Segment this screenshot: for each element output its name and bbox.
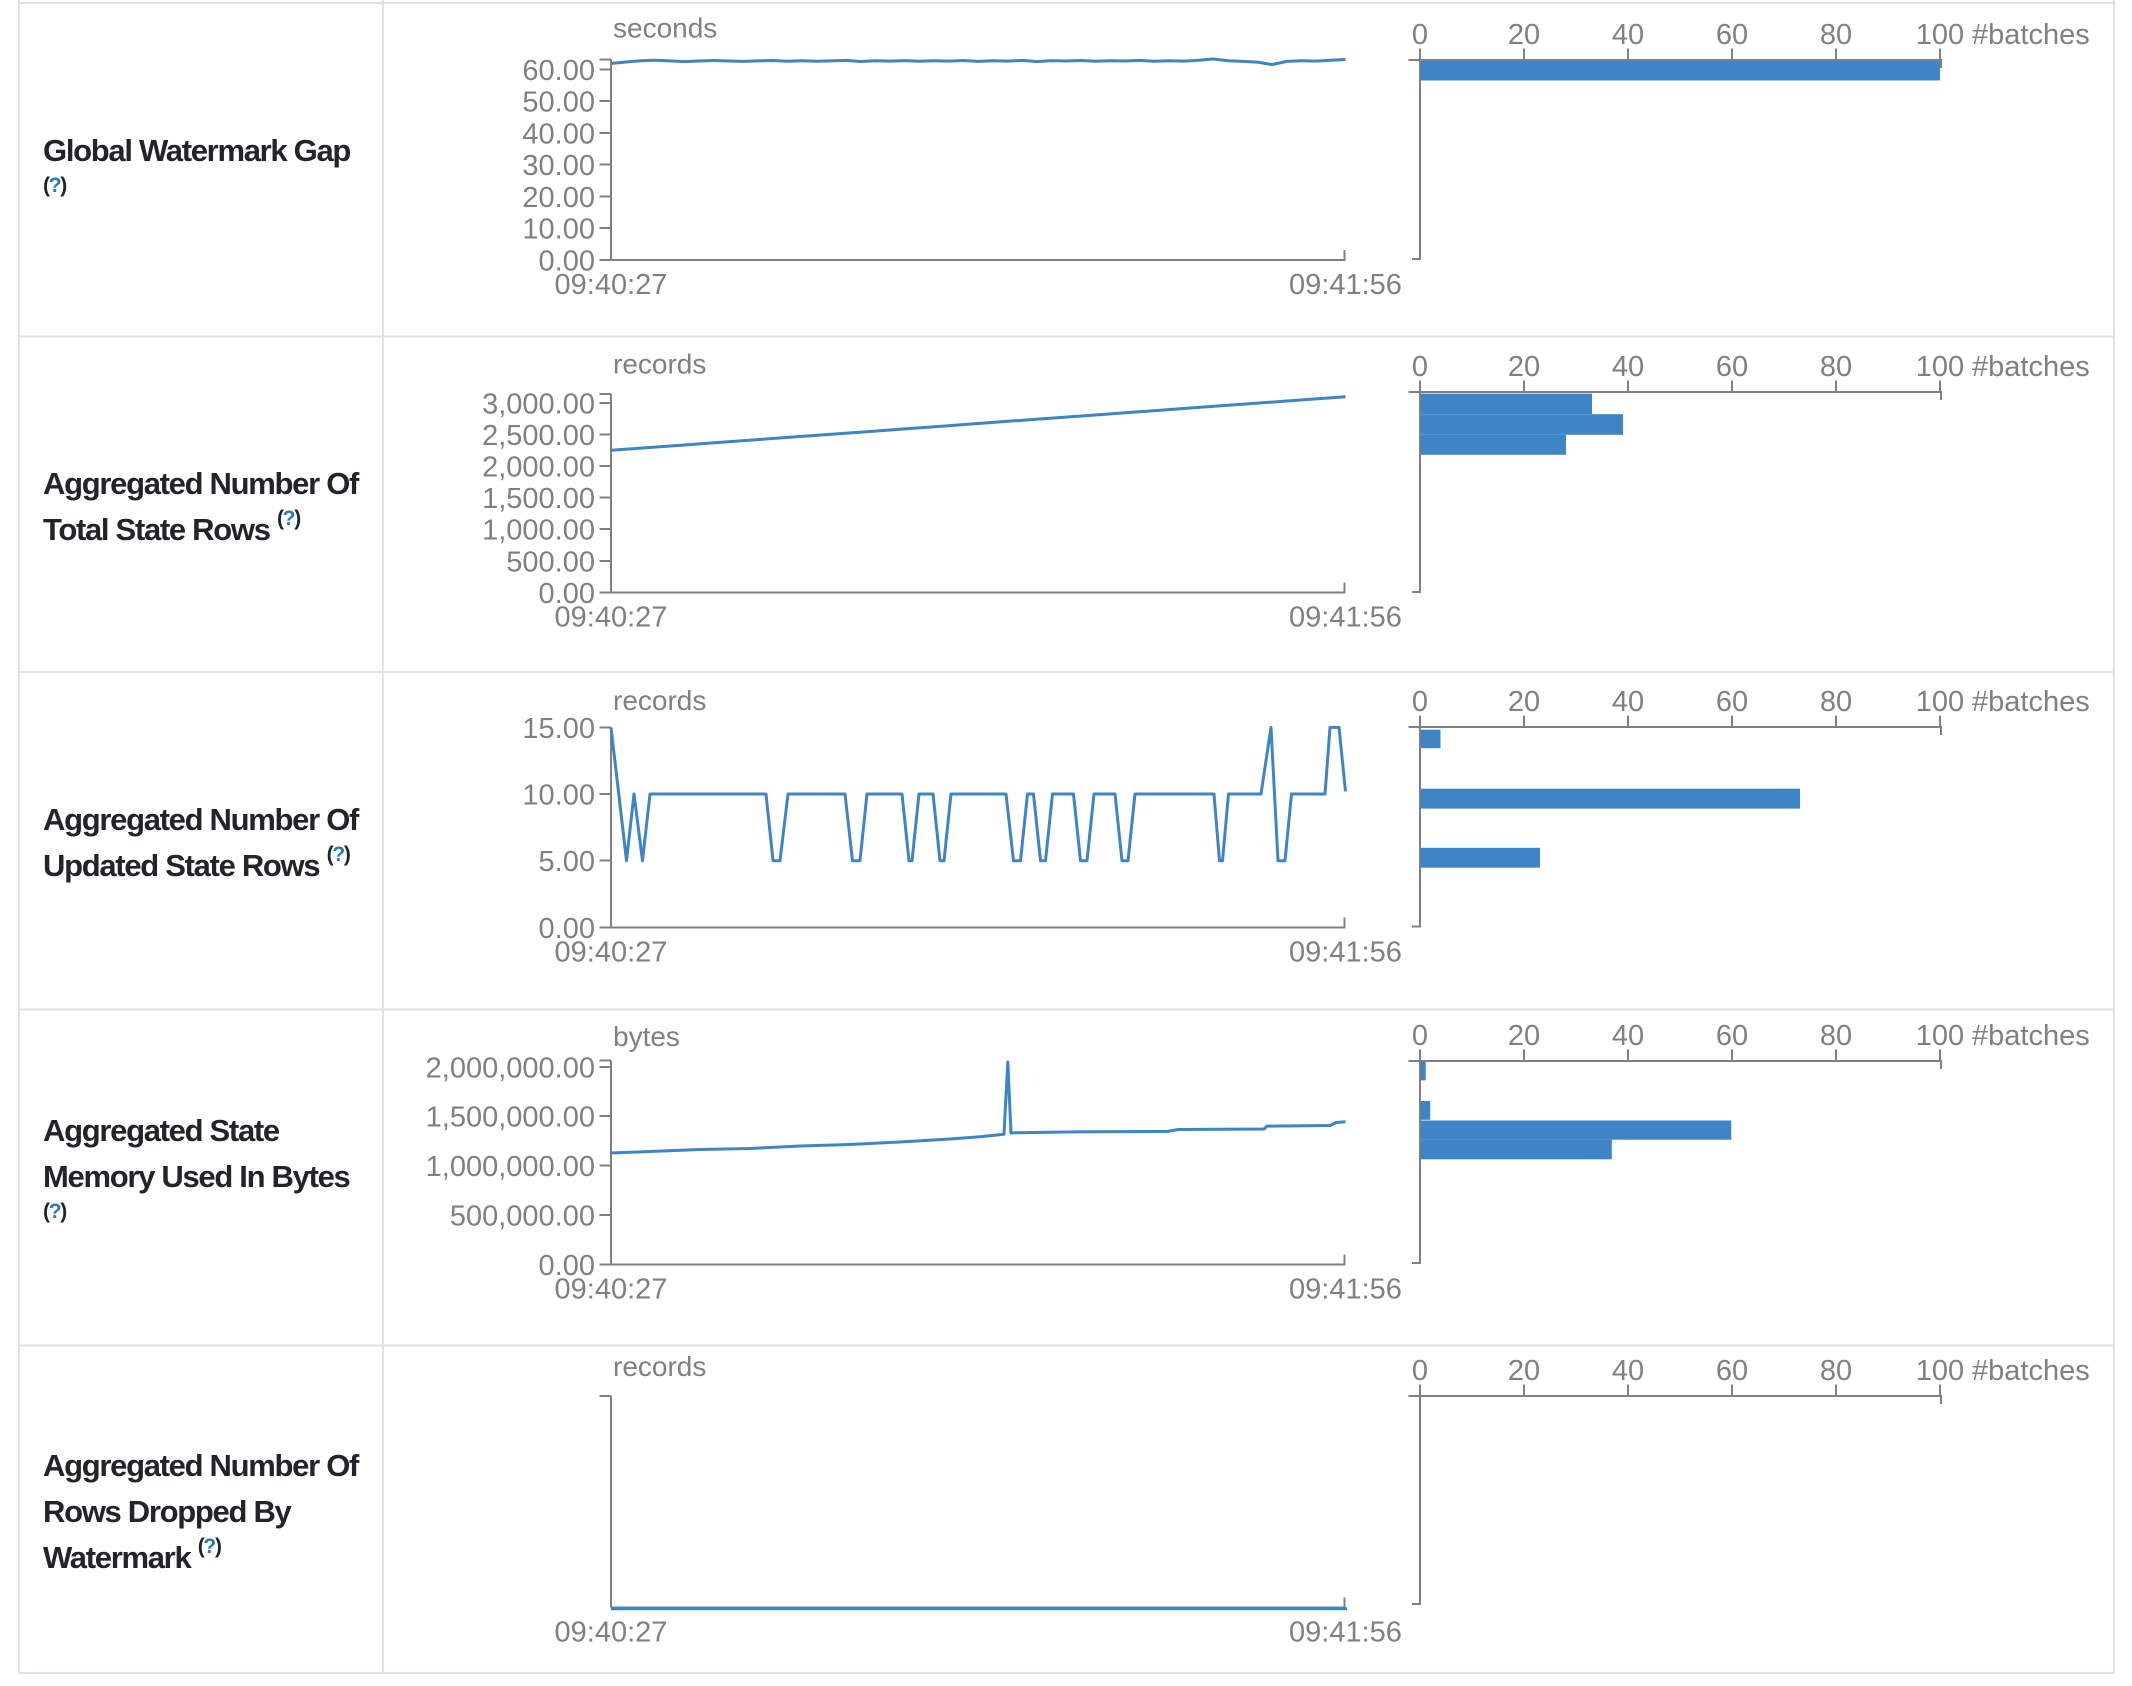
svg-text:#batches: #batches <box>1972 686 2090 718</box>
svg-text:#batches: #batches <box>1972 1020 2090 1052</box>
svg-text:20.00: 20.00 <box>522 182 595 214</box>
svg-text:50.00: 50.00 <box>522 87 595 119</box>
svg-text:09:41:56: 09:41:56 <box>1289 1617 1402 1649</box>
svg-text:0: 0 <box>1412 1020 1428 1052</box>
svg-text:09:40:27: 09:40:27 <box>555 601 668 633</box>
svg-text:100: 100 <box>1916 1020 1964 1052</box>
svg-text:60: 60 <box>1716 686 1748 718</box>
svg-text:1,500.00: 1,500.00 <box>482 483 595 515</box>
svg-text:500.00: 500.00 <box>506 546 595 578</box>
svg-text:records: records <box>613 349 706 380</box>
svg-text:60: 60 <box>1716 1355 1748 1387</box>
svg-text:2,000.00: 2,000.00 <box>482 452 595 484</box>
svg-text:100: 100 <box>1916 1355 1964 1387</box>
svg-text:80: 80 <box>1820 686 1852 718</box>
svg-text:#batches: #batches <box>1972 351 2090 383</box>
svg-text:09:41:56: 09:41:56 <box>1289 601 1402 633</box>
svg-text:60: 60 <box>1716 1020 1748 1052</box>
svg-text:80: 80 <box>1820 19 1852 51</box>
svg-text:20: 20 <box>1508 19 1540 51</box>
svg-text:100: 100 <box>1916 351 1964 383</box>
svg-text:80: 80 <box>1820 1355 1852 1387</box>
svg-text:09:41:56: 09:41:56 <box>1289 1273 1402 1305</box>
svg-text:2,000,000.00: 2,000,000.00 <box>426 1052 595 1084</box>
svg-text:60.00: 60.00 <box>522 55 595 87</box>
svg-text:09:40:27: 09:40:27 <box>555 269 668 301</box>
svg-text:1,500,000.00: 1,500,000.00 <box>426 1102 595 1134</box>
svg-text:60: 60 <box>1716 19 1748 51</box>
svg-text:0.00: 0.00 <box>539 246 595 278</box>
svg-text:20: 20 <box>1508 686 1540 718</box>
svg-text:60: 60 <box>1716 351 1748 383</box>
svg-text:records: records <box>613 1351 706 1382</box>
svg-text:100: 100 <box>1916 686 1964 718</box>
svg-text:80: 80 <box>1820 351 1852 383</box>
svg-text:#batches: #batches <box>1972 19 2090 51</box>
svg-text:40: 40 <box>1612 19 1644 51</box>
svg-text:100: 100 <box>1916 19 1964 51</box>
svg-text:10.00: 10.00 <box>522 214 595 246</box>
svg-text:0: 0 <box>1412 351 1428 383</box>
svg-text:10.00: 10.00 <box>522 780 595 812</box>
svg-text:20: 20 <box>1508 351 1540 383</box>
svg-text:bytes: bytes <box>613 1021 680 1052</box>
svg-text:40: 40 <box>1612 351 1644 383</box>
svg-text:20: 20 <box>1508 1355 1540 1387</box>
svg-text:2,500.00: 2,500.00 <box>482 420 595 452</box>
svg-text:40.00: 40.00 <box>522 119 595 151</box>
svg-text:0.00: 0.00 <box>539 1250 595 1282</box>
svg-text:40: 40 <box>1612 1355 1644 1387</box>
svg-text:30.00: 30.00 <box>522 150 595 182</box>
svg-text:1,000.00: 1,000.00 <box>482 515 595 547</box>
svg-text:40: 40 <box>1612 1020 1644 1052</box>
svg-text:09:41:56: 09:41:56 <box>1289 269 1402 301</box>
svg-text:80: 80 <box>1820 1020 1852 1052</box>
svg-text:0: 0 <box>1412 1355 1428 1387</box>
svg-text:09:40:27: 09:40:27 <box>555 1617 668 1649</box>
svg-text:09:40:27: 09:40:27 <box>555 1273 668 1305</box>
svg-text:500,000.00: 500,000.00 <box>450 1200 595 1232</box>
svg-text:09:40:27: 09:40:27 <box>555 936 668 968</box>
svg-text:#batches: #batches <box>1972 1355 2090 1387</box>
svg-text:1,000,000.00: 1,000,000.00 <box>426 1151 595 1183</box>
svg-text:records: records <box>613 685 706 716</box>
svg-text:0.00: 0.00 <box>539 578 595 610</box>
svg-text:0.00: 0.00 <box>539 913 595 945</box>
svg-text:20: 20 <box>1508 1020 1540 1052</box>
svg-text:40: 40 <box>1612 686 1644 718</box>
svg-text:3,000.00: 3,000.00 <box>482 389 595 421</box>
svg-text:0: 0 <box>1412 686 1428 718</box>
svg-text:5.00: 5.00 <box>539 846 595 878</box>
svg-text:0: 0 <box>1412 19 1428 51</box>
svg-text:09:41:56: 09:41:56 <box>1289 936 1402 968</box>
svg-text:15.00: 15.00 <box>522 713 595 745</box>
svg-text:seconds: seconds <box>613 13 717 44</box>
